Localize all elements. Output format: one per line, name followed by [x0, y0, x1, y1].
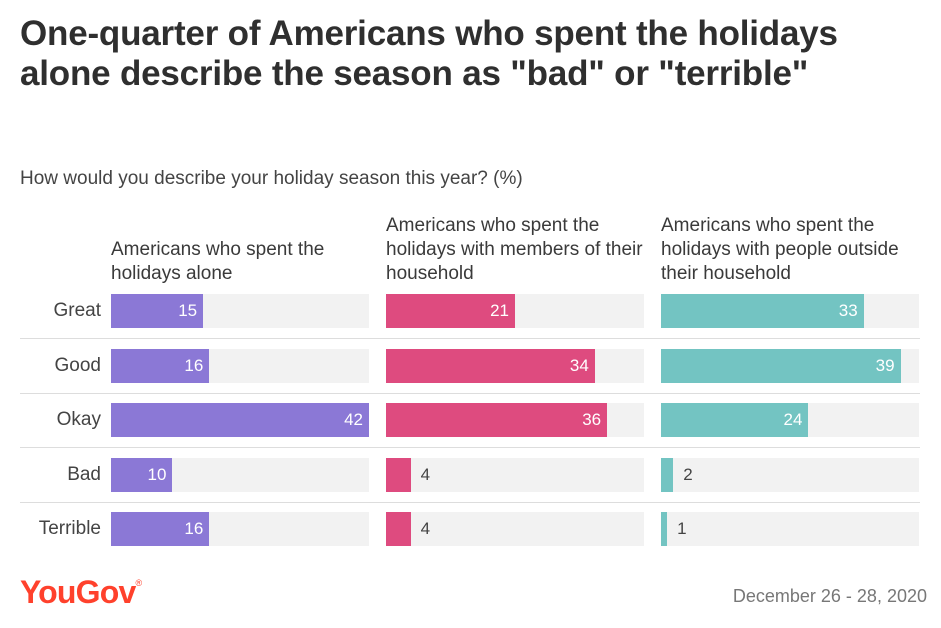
series-header-2: Americans who spent the holidays with me…	[386, 215, 643, 284]
row-separator	[20, 338, 920, 339]
bar-1-great	[111, 294, 204, 328]
bar-2-good	[386, 348, 595, 383]
bar-3-good	[661, 348, 901, 383]
chart-title: One-quarter of Americans who spent the h…	[20, 14, 838, 93]
bar-value-label: 10	[147, 464, 167, 484]
bar-value-label: 21	[490, 301, 509, 320]
bar-value-label: 24	[783, 410, 803, 429]
bar-1-good	[111, 348, 210, 383]
series-header-1: Americans who spent the holidays alone	[111, 239, 325, 284]
bar-3-great	[661, 294, 864, 328]
bar-value-label: 16	[184, 355, 204, 375]
bar-3-terrible	[661, 512, 668, 546]
bar-2-great	[386, 294, 515, 328]
bar-value-label: 42	[344, 410, 363, 429]
category-label-good: Good	[54, 354, 101, 376]
bar-track	[661, 512, 919, 546]
bar-value-label: 34	[569, 355, 589, 375]
bar-value-label: 39	[875, 355, 895, 375]
bar-track	[386, 457, 644, 492]
bar-1-bad	[111, 457, 173, 492]
category-label-okay: Okay	[56, 409, 101, 430]
chart-subtitle: How would you describe your holiday seas…	[20, 168, 523, 189]
bar-track	[661, 457, 919, 492]
yougov-logo: YouGov®	[20, 574, 142, 610]
bar-value-label: 4	[420, 464, 431, 484]
bar-1-okay	[111, 403, 369, 437]
survey-date: December 26 - 28, 2020	[732, 586, 927, 606]
row-separator	[20, 392, 920, 394]
category-label-great: Great	[53, 300, 101, 321]
bar-2-okay	[386, 403, 608, 437]
bar-2-bad	[386, 457, 411, 492]
bar-3-okay	[661, 403, 809, 437]
bar-value-label: 1	[677, 519, 687, 538]
series-header-3: Americans who spent the holidays with pe…	[661, 215, 899, 284]
bar-value-label: 36	[582, 410, 602, 429]
bar-3-bad	[661, 457, 674, 492]
row-separator	[20, 501, 920, 503]
category-label-terrible: Terrible	[38, 518, 101, 539]
bar-1-terrible	[111, 512, 210, 546]
bar-value-label: 4	[420, 519, 431, 538]
category-label-bad: Bad	[67, 463, 101, 485]
row-separator	[20, 447, 920, 448]
bar-track	[386, 512, 644, 546]
bar-2-terrible	[386, 512, 411, 546]
bar-value-label: 15	[178, 301, 198, 320]
bar-value-label: 2	[683, 464, 693, 484]
bar-value-label: 33	[838, 301, 858, 320]
bar-value-label: 16	[184, 519, 204, 538]
